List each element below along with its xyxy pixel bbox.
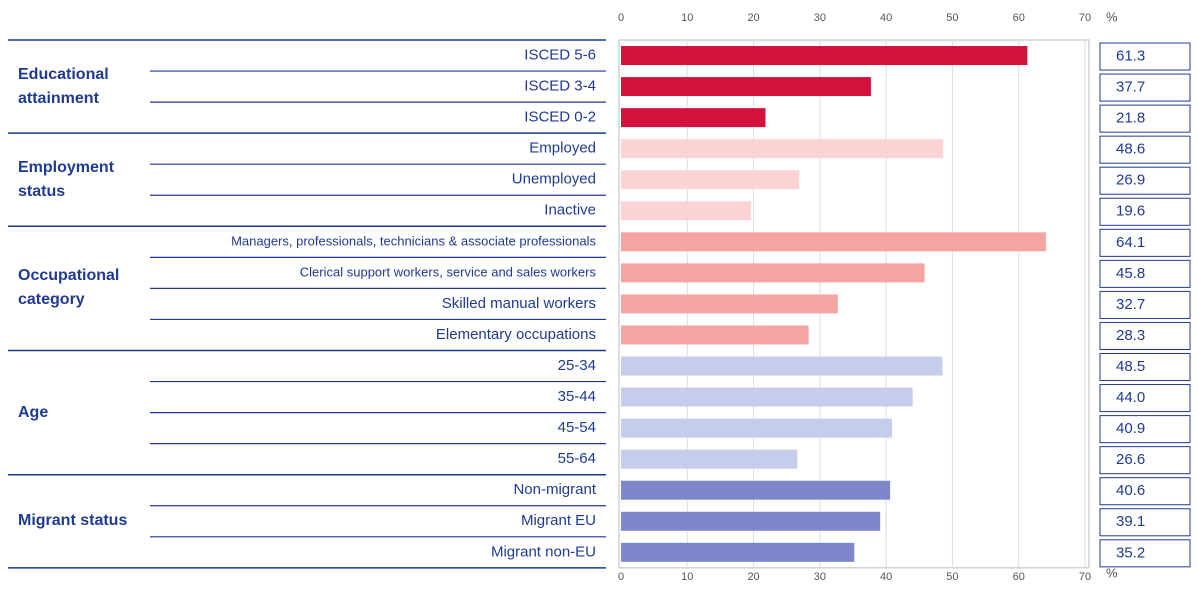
x-tick-label-top: 60 <box>1013 12 1025 24</box>
category-label: Elementary occupations <box>436 326 596 343</box>
x-tick-label-bottom: 0 <box>618 571 624 583</box>
category-label: Migrant non-EU <box>491 543 596 560</box>
value-label: 40.9 <box>1116 420 1145 437</box>
value-box <box>1099 135 1191 164</box>
value-box <box>1099 228 1191 257</box>
value-box <box>1099 104 1191 133</box>
value-label: 40.6 <box>1116 482 1145 499</box>
category-label: 25-34 <box>558 357 596 374</box>
x-tick-label-bottom: 70 <box>1079 571 1091 583</box>
value-box <box>1099 166 1191 195</box>
x-tick-label-bottom: 10 <box>681 571 693 583</box>
x-tick-label-top: 0 <box>618 12 624 24</box>
value-label: 44.0 <box>1116 389 1145 406</box>
x-unit-bottom: % <box>1106 565 1118 580</box>
x-unit-top: % <box>1106 9 1118 24</box>
group-label: Employment status <box>18 158 115 200</box>
value-box <box>1099 508 1191 537</box>
value-box <box>1099 321 1191 351</box>
bar <box>621 77 871 97</box>
category-label: Managers, professionals, technicians & a… <box>231 233 596 248</box>
bar <box>621 108 766 128</box>
value-box <box>1099 384 1191 413</box>
value-box <box>1099 539 1191 568</box>
group-label: Educational attainment <box>18 65 109 107</box>
value-box <box>1099 477 1191 506</box>
value-box <box>1099 259 1191 288</box>
x-tick-label-top: 50 <box>946 12 958 24</box>
group-label: Age <box>18 403 49 421</box>
bar <box>621 418 893 438</box>
category-label: 45-54 <box>558 419 596 436</box>
bar <box>621 263 925 283</box>
bar <box>621 139 944 159</box>
value-label: 26.9 <box>1116 172 1145 189</box>
value-label: 64.1 <box>1116 234 1145 251</box>
x-tick-label-top: 70 <box>1079 12 1091 24</box>
value-label: 39.1 <box>1116 513 1145 530</box>
category-label: ISCED 5-6 <box>524 46 596 63</box>
bar <box>621 170 800 190</box>
value-label: 48.6 <box>1116 141 1145 158</box>
value-box <box>1099 73 1191 102</box>
bar <box>621 511 881 531</box>
value-label: 19.6 <box>1116 203 1145 220</box>
value-label: 35.2 <box>1116 544 1145 561</box>
value-label: 48.5 <box>1116 358 1145 375</box>
category-label: 55-64 <box>558 450 596 467</box>
category-label: Clerical support workers, service and sa… <box>300 264 597 279</box>
value-label: 21.8 <box>1116 110 1145 127</box>
plot-area <box>618 39 1090 569</box>
value-label: 61.3 <box>1116 47 1145 64</box>
bar <box>621 325 809 345</box>
value-label: 28.3 <box>1116 327 1145 344</box>
category-label: Employed <box>529 140 596 157</box>
x-tick-label-bottom: 40 <box>880 571 892 583</box>
value-box <box>1099 446 1191 475</box>
value-box <box>1099 197 1191 226</box>
bar <box>621 356 943 376</box>
bar <box>621 449 798 469</box>
value-box <box>1099 415 1191 444</box>
x-tick-label-top: 40 <box>880 12 892 24</box>
category-label: ISCED 0-2 <box>524 109 596 126</box>
category-label: ISCED 3-4 <box>524 78 596 95</box>
x-tick-label-top: 10 <box>681 12 693 24</box>
category-label: Migrant EU <box>521 512 596 529</box>
group-label: Migrant status <box>18 512 128 530</box>
value-label: 37.7 <box>1116 79 1145 96</box>
x-tick-label-top: 20 <box>747 12 759 24</box>
value-label: 32.7 <box>1116 296 1145 313</box>
value-box <box>1099 353 1191 382</box>
category-label: Skilled manual workers <box>442 295 596 312</box>
bar <box>621 387 913 407</box>
bar <box>621 46 1028 66</box>
value-box <box>1099 290 1191 319</box>
category-label: 35-44 <box>558 388 596 405</box>
category-label: Non-migrant <box>513 481 596 498</box>
bar <box>621 542 855 562</box>
value-label: 45.8 <box>1116 265 1145 282</box>
x-tick-label-bottom: 60 <box>1013 571 1025 583</box>
bar <box>621 201 751 221</box>
x-tick-label-top: 30 <box>814 12 826 24</box>
bar <box>621 294 838 314</box>
category-label: Inactive <box>544 202 596 219</box>
value-box <box>1099 42 1191 71</box>
x-tick-label-bottom: 20 <box>747 571 759 583</box>
bar <box>621 480 891 500</box>
x-tick-label-bottom: 30 <box>814 571 826 583</box>
category-label: Unemployed <box>512 171 596 188</box>
group-label: Occupational category <box>18 267 120 309</box>
value-label: 26.6 <box>1116 451 1145 468</box>
bar <box>621 232 1046 252</box>
x-tick-label-bottom: 50 <box>946 571 958 583</box>
